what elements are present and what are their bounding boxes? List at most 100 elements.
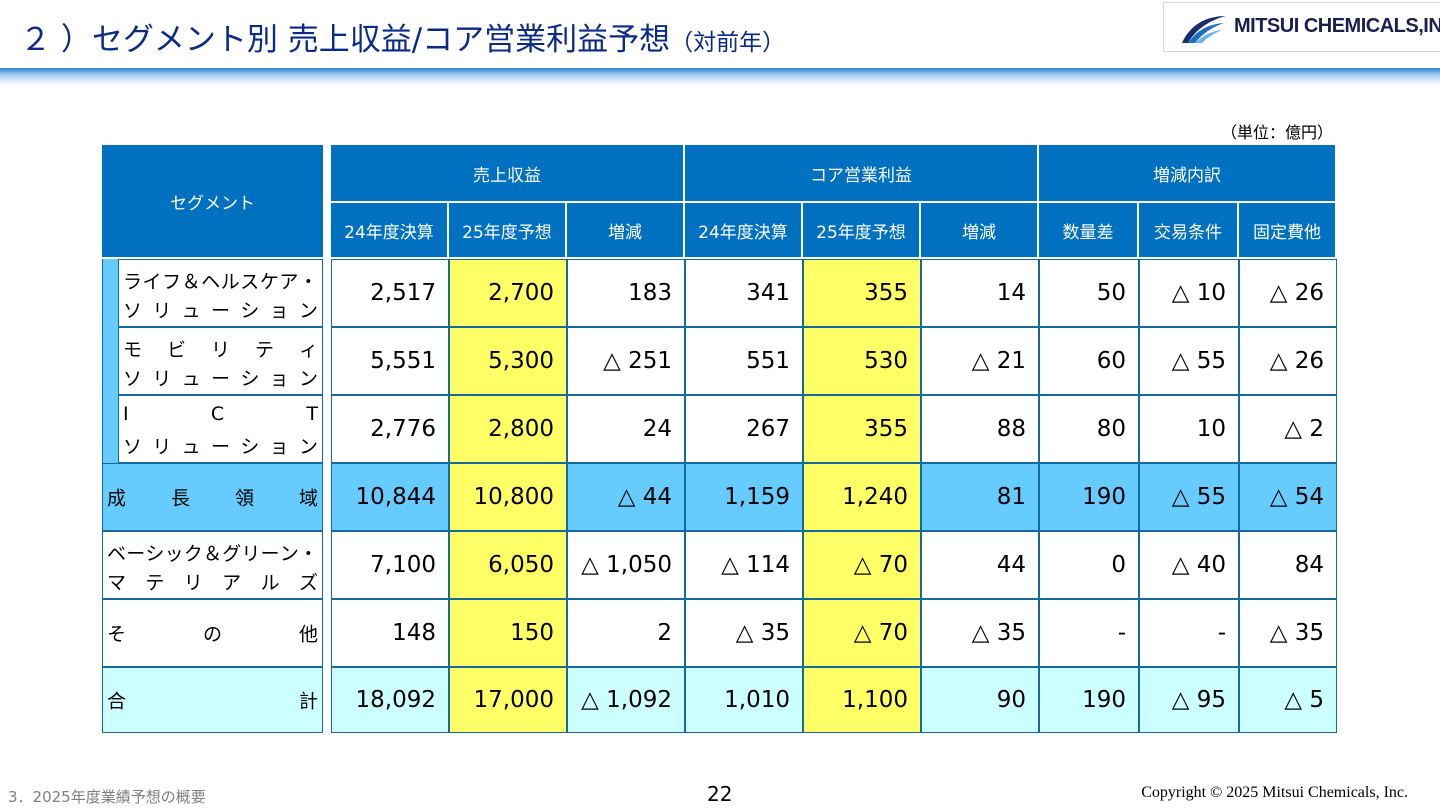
- table-cell: 0: [1039, 531, 1139, 599]
- table-cell: 80: [1039, 395, 1139, 463]
- segment-label-line: 合計: [107, 690, 318, 713]
- table-cell: △ 70: [803, 599, 921, 667]
- table-cell: △ 95: [1139, 667, 1239, 733]
- table-cell: 183: [567, 259, 685, 327]
- column-header: 24年度決算: [685, 203, 801, 257]
- column-header: 25年度予想: [803, 203, 919, 257]
- table-cell: △ 70: [803, 531, 921, 599]
- segment-label: ライフ＆ヘルスケア・ソリューション: [118, 259, 323, 327]
- title-suffix: （対前年）: [670, 30, 786, 56]
- table-cell: 150: [449, 599, 567, 667]
- table-cell: 2,517: [331, 259, 449, 327]
- table-cell: 10,844: [331, 463, 449, 531]
- segment-label: ベーシック＆グリーン・マテリアルズ: [102, 531, 323, 599]
- column-header: 固定費他: [1239, 203, 1335, 257]
- table-cell: △ 1,092: [567, 667, 685, 733]
- footer-section: 3．2025年度業績予想の概要: [8, 788, 206, 806]
- title-main: ２ ）セグメント別 売上収益/コア営業利益予想: [20, 22, 671, 58]
- segment-label-line: ソリューション: [123, 368, 318, 390]
- segment-label-line: ライフ＆ヘルスケア・: [123, 271, 318, 293]
- segment-label-line: その他: [107, 623, 318, 646]
- table-cell: 267: [685, 395, 803, 463]
- column-header: 増減: [567, 203, 683, 257]
- table-cell: 5,300: [449, 327, 567, 395]
- column-header: 増減: [921, 203, 1037, 257]
- segment-label-line: ソリューション: [123, 300, 318, 322]
- table-cell: 81: [921, 463, 1039, 531]
- table-cell: △ 35: [1239, 599, 1337, 667]
- table-cell: △ 40: [1139, 531, 1239, 599]
- table-cell: 355: [803, 259, 921, 327]
- table-cell: 2,800: [449, 395, 567, 463]
- segment-label-line: ソリューション: [123, 436, 318, 458]
- page-title: ２ ）セグメント別 売上収益/コア営業利益予想（対前年）: [20, 14, 785, 59]
- table-cell: 2,700: [449, 259, 567, 327]
- table-cell: 355: [803, 395, 921, 463]
- table-cell: 1,159: [685, 463, 803, 531]
- table-cell: 10,800: [449, 463, 567, 531]
- table-cell: 2: [567, 599, 685, 667]
- company-logo: MITSUI CHEMICALS,INC.: [1163, 2, 1440, 52]
- column-header: 25年度予想: [449, 203, 565, 257]
- core-op-group-header: コア営業利益: [685, 145, 1037, 201]
- header-band: [0, 68, 1440, 86]
- table-cell: 7,100: [331, 531, 449, 599]
- table-cell: 90: [921, 667, 1039, 733]
- table-cell: △ 54: [1239, 463, 1337, 531]
- segment-label-line: ベーシック＆グリーン・: [107, 543, 318, 565]
- table-cell: 60: [1039, 327, 1139, 395]
- column-header: 数量差: [1039, 203, 1137, 257]
- segment-label: 合計: [102, 667, 323, 733]
- table-cell: △ 55: [1139, 463, 1239, 531]
- logo-mark-icon: [1182, 16, 1226, 43]
- copyright: Copyright © 2025 Mitsui Chemicals, Inc.: [1141, 784, 1408, 801]
- table-cell: 84: [1239, 531, 1337, 599]
- column-header: 24年度決算: [331, 203, 447, 257]
- segment-label: モビリティソリューション: [118, 327, 323, 395]
- sub-segment-marker: [102, 259, 118, 463]
- table-cell: △ 35: [685, 599, 803, 667]
- revenue-group-header: 売上収益: [331, 145, 683, 201]
- table-cell: 1,010: [685, 667, 803, 733]
- table-cell: 5,551: [331, 327, 449, 395]
- table-cell: 2,776: [331, 395, 449, 463]
- breakdown-group-header: 増減内訳: [1039, 145, 1335, 201]
- table-cell: 17,000: [449, 667, 567, 733]
- table-cell: 530: [803, 327, 921, 395]
- table-cell: 18,092: [331, 667, 449, 733]
- segment-label: 成長領域: [102, 463, 323, 531]
- table-cell: △ 26: [1239, 327, 1337, 395]
- page-number: 22: [707, 782, 733, 806]
- table-cell: △ 114: [685, 531, 803, 599]
- table-cell: 190: [1039, 667, 1139, 733]
- table-cell: 1,100: [803, 667, 921, 733]
- segment-label-line: 成長領域: [107, 487, 318, 510]
- table-cell: △ 251: [567, 327, 685, 395]
- table-cell: 88: [921, 395, 1039, 463]
- table-cell: △ 55: [1139, 327, 1239, 395]
- table-cell: 50: [1039, 259, 1139, 327]
- table-cell: -: [1039, 599, 1139, 667]
- table-cell: 6,050: [449, 531, 567, 599]
- table-cell: △ 26: [1239, 259, 1337, 327]
- segment-label-line: マテリアルズ: [107, 572, 318, 594]
- table-cell: △ 1,050: [567, 531, 685, 599]
- table-cell: 44: [921, 531, 1039, 599]
- column-header: 交易条件: [1139, 203, 1237, 257]
- table-cell: 148: [331, 599, 449, 667]
- table-cell: -: [1139, 599, 1239, 667]
- table-cell: 341: [685, 259, 803, 327]
- table-cell: △ 35: [921, 599, 1039, 667]
- table-cell: 10: [1139, 395, 1239, 463]
- unit-label: （単位：億円）: [1220, 123, 1333, 142]
- table-cell: △ 21: [921, 327, 1039, 395]
- logo-text: MITSUI CHEMICALS,INC.: [1234, 15, 1440, 37]
- table-cell: △ 5: [1239, 667, 1337, 733]
- table-cell: 1,240: [803, 463, 921, 531]
- segment-label: その他: [102, 599, 323, 667]
- table-cell: 24: [567, 395, 685, 463]
- table-cell: 551: [685, 327, 803, 395]
- segment-header: セグメント: [102, 145, 323, 257]
